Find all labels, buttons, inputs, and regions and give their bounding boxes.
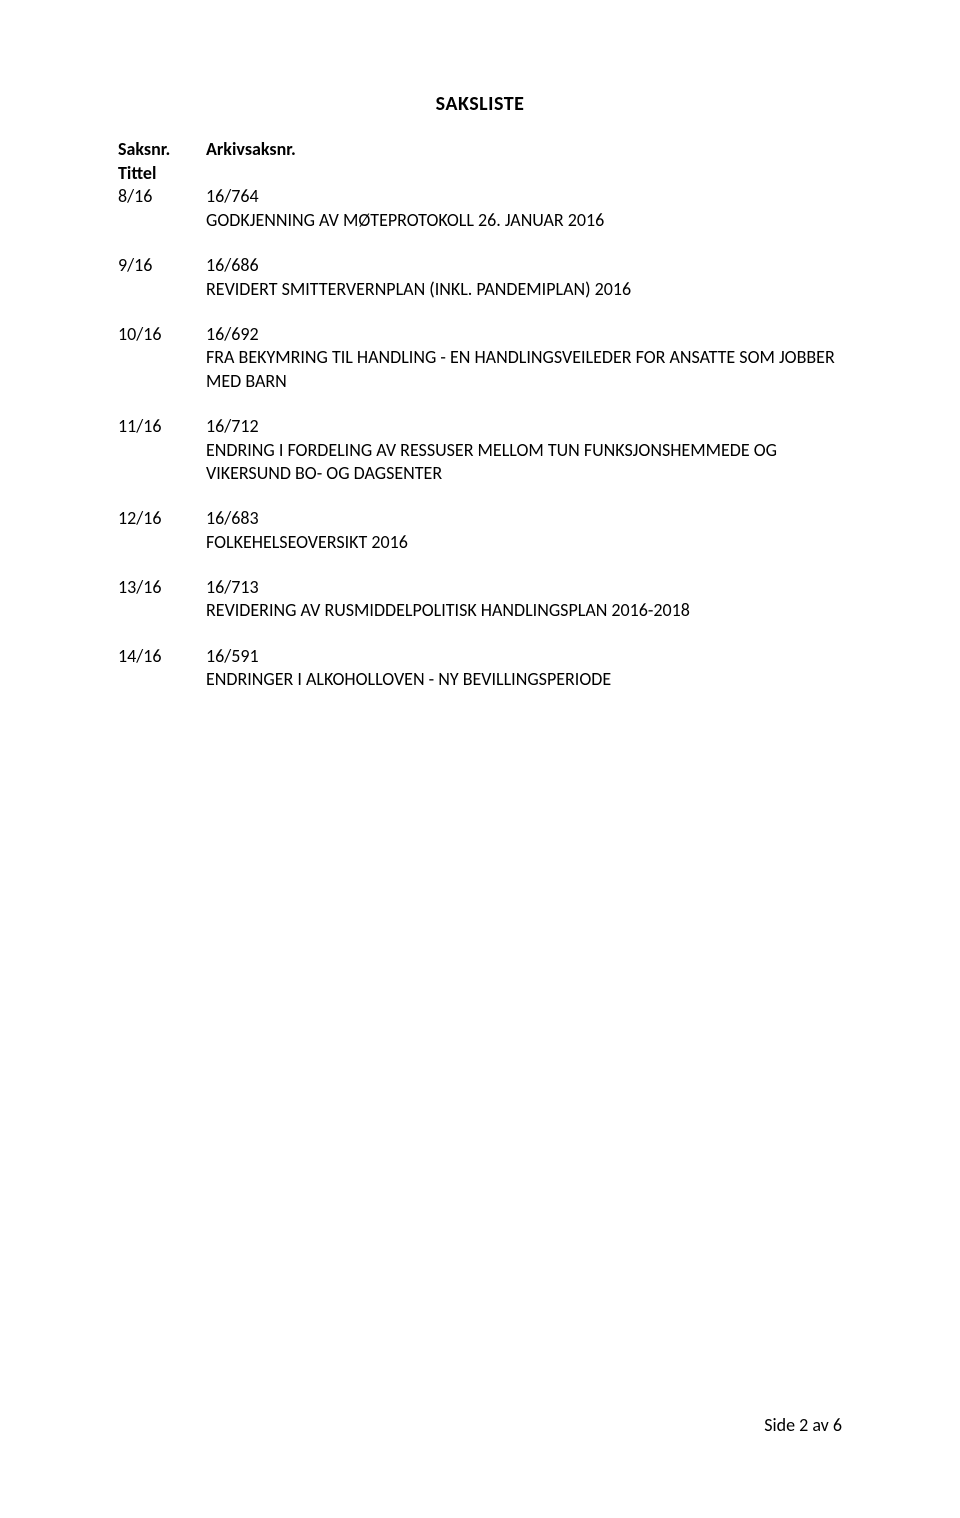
page-footer: Side 2 av 6 [764, 1414, 842, 1436]
header-tittel: Tittel [118, 162, 206, 185]
entry-right: 16/692 FRA BEKYMRING TIL HANDLING - EN H… [206, 323, 842, 393]
list-item: 14/16 16/591 ENDRINGER I ALKOHOLLOVEN - … [118, 645, 842, 692]
header-arkiv: Arkivsaksnr. [206, 138, 842, 160]
header-saksnr: Saksnr. [118, 138, 206, 160]
arkiv-value: 16/713 [206, 576, 842, 599]
entry-right: 16/713 REVIDERING AV RUSMIDDELPOLITISK H… [206, 576, 842, 623]
entry-right: 16/591 ENDRINGER I ALKOHOLLOVEN - NY BEV… [206, 645, 842, 692]
entry-desc: FOLKEHELSEOVERSIKT 2016 [206, 531, 842, 554]
list-item: 13/16 16/713 REVIDERING AV RUSMIDDELPOLI… [118, 576, 842, 623]
arkiv-value: 16/692 [206, 323, 842, 346]
arkiv-value: 16/712 [206, 415, 842, 438]
saksnr-cell: Tittel 8/16 [118, 162, 206, 232]
entry-desc: GODKJENNING AV MØTEPROTOKOLL 26. JANUAR … [206, 209, 842, 232]
arkiv-value: 16/764 [206, 185, 842, 208]
page-title: SAKSLISTE [118, 92, 842, 116]
entry-desc: ENDRING I FORDELING AV RESSUSER MELLOM T… [206, 439, 842, 486]
entry-right: 16/712 ENDRING I FORDELING AV RESSUSER M… [206, 415, 842, 485]
arkiv-value: 16/686 [206, 254, 842, 277]
saksnr-cell: 13/16 [118, 576, 206, 623]
entry-desc: REVIDERING AV RUSMIDDELPOLITISK HANDLING… [206, 599, 842, 622]
saksnr-cell: 11/16 [118, 415, 206, 485]
entry-right: 16/683 FOLKEHELSEOVERSIKT 2016 [206, 507, 842, 554]
list-item: 12/16 16/683 FOLKEHELSEOVERSIKT 2016 [118, 507, 842, 554]
entry-right: 16/686 REVIDERT SMITTERVERNPLAN (INKL. P… [206, 254, 842, 301]
entry-desc: ENDRINGER I ALKOHOLLOVEN - NY BEVILLINGS… [206, 668, 842, 691]
saksnr-cell: 12/16 [118, 507, 206, 554]
list-item: 9/16 16/686 REVIDERT SMITTERVERNPLAN (IN… [118, 254, 842, 301]
arkiv-value: 16/683 [206, 507, 842, 530]
list-item: Tittel 8/16 16/764 GODKJENNING AV MØTEPR… [118, 162, 842, 232]
list-item: 10/16 16/692 FRA BEKYMRING TIL HANDLING … [118, 323, 842, 393]
entry-desc: FRA BEKYMRING TIL HANDLING - EN HANDLING… [206, 346, 842, 393]
list-item: 11/16 16/712 ENDRING I FORDELING AV RESS… [118, 415, 842, 485]
saksnr-value: 8/16 [118, 185, 206, 208]
entry-right: 16/764 GODKJENNING AV MØTEPROTOKOLL 26. … [206, 162, 842, 232]
entry-desc: REVIDERT SMITTERVERNPLAN (INKL. PANDEMIP… [206, 278, 842, 301]
header-right: Arkivsaksnr. [206, 138, 842, 160]
header-row: Saksnr. Arkivsaksnr. [118, 138, 842, 160]
saksnr-cell: 9/16 [118, 254, 206, 301]
arkiv-value: 16/591 [206, 645, 842, 668]
saksnr-cell: 10/16 [118, 323, 206, 393]
saksnr-cell: 14/16 [118, 645, 206, 692]
